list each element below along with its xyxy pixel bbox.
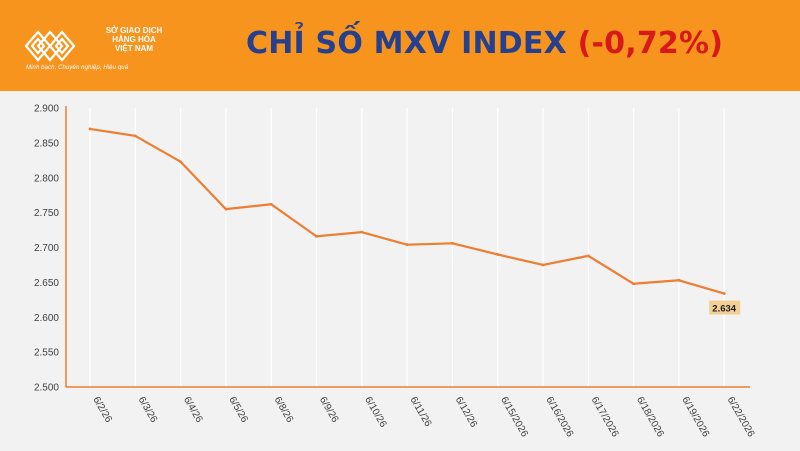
y-tick-label: 2.850 — [34, 138, 59, 149]
last-value-label: 2.634 — [712, 304, 736, 315]
x-tick-label: 6/2/26 — [90, 395, 114, 425]
x-tick-label: 6/3/26 — [136, 395, 160, 425]
x-tick-label: 6/4/26 — [181, 395, 205, 425]
x-tick-label: 6/16/2026 — [543, 395, 575, 439]
y-tick-label: 2.750 — [34, 208, 59, 219]
y-tick-label: 2.600 — [34, 313, 59, 324]
y-tick-label: 2.500 — [34, 383, 59, 394]
last-value-label-box — [709, 300, 741, 315]
data-point — [133, 134, 137, 138]
logo-line-1: SỞ GIAO DỊCH — [105, 26, 163, 35]
x-tick-label: 6/8/26 — [272, 395, 296, 425]
y-tick-label: 2.700 — [34, 243, 59, 254]
data-point — [224, 207, 228, 211]
data-point — [632, 282, 635, 286]
vnx-logo-icon — [24, 30, 76, 62]
data-point — [360, 230, 364, 234]
data-point — [269, 202, 273, 206]
data-point — [677, 278, 681, 282]
y-tick-label: 2.800 — [34, 173, 59, 184]
x-tick-label: 6/18/2026 — [634, 395, 666, 439]
data-point — [496, 253, 500, 256]
data-point — [541, 263, 545, 267]
x-tick-label: 6/17/2026 — [589, 395, 621, 439]
logo-tagline: Minh bạch, Chuyên nghiệp, Hiệu quả — [26, 65, 129, 71]
y-tick-label: 2.550 — [34, 348, 59, 359]
logo-line-2: HÀNG HÓA — [112, 35, 156, 44]
header-bar: SỞ GIAO DỊCH HÀNG HÓA VIỆT NAM Minh bạch… — [0, 0, 800, 91]
data-point — [405, 243, 409, 247]
x-tick-label: 6/22/2026 — [725, 395, 757, 439]
line-chart: 2.900 2.850 2.800 2.750 2.700 2.650 2.600 2.550… — [34, 104, 757, 440]
x-tick-label: 6/11/26 — [408, 395, 434, 429]
chart-panel — [0, 91, 800, 451]
x-tick-label: 6/9/26 — [317, 395, 341, 425]
data-point — [586, 254, 590, 258]
vnx-logo: SỞ GIAO DỊCH HÀNG HÓA VIỆT NAM Minh bạch… — [22, 24, 192, 74]
logo-line-3: VIỆT NAM — [114, 44, 154, 53]
y-tick-label: 2.900 — [34, 104, 59, 115]
x-tick-label: 6/10/26 — [362, 395, 388, 430]
data-point — [451, 241, 454, 245]
data-point — [722, 292, 726, 295]
title-text: CHỈ SỐ MXV INDEX — [246, 26, 567, 61]
y-tick-label: 2.650 — [34, 278, 59, 289]
data-point — [315, 234, 318, 238]
x-tick-label: 6/5/26 — [226, 395, 250, 425]
logo-wordmark: SỞ GIAO DỊCH HÀNG HÓA VIỆT NAM — [84, 26, 184, 53]
x-tick-label: 6/12/26 — [453, 395, 479, 430]
data-point — [88, 127, 92, 131]
data-point — [179, 160, 183, 164]
x-tick-label: 6/19/2026 — [679, 395, 711, 439]
change-percent: (-0,72%) — [577, 26, 724, 61]
x-tick-label: 6/15/2026 — [498, 395, 530, 439]
page-title: CHỈ SỐ MXV INDEX (-0,72%) — [246, 22, 723, 66]
